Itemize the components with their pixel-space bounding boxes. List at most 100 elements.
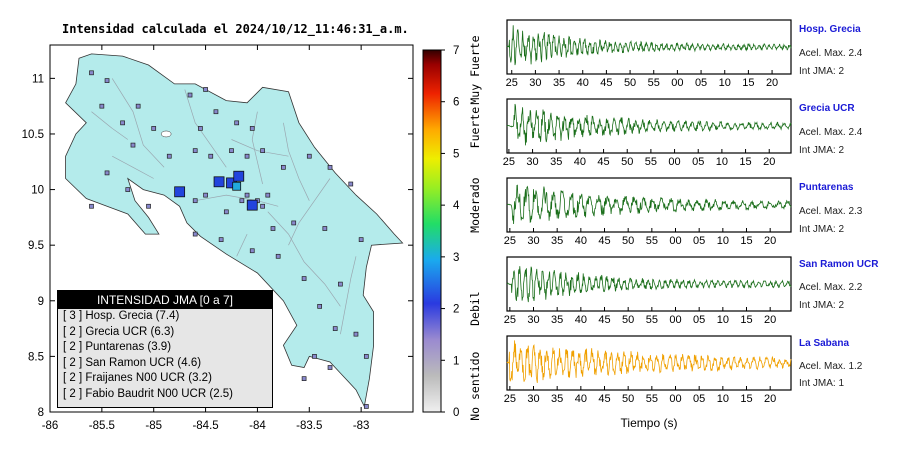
waveform-tick-label: 00 — [671, 77, 683, 89]
colorbar-category-label: Debil — [468, 291, 482, 326]
waveform-tick-label: 20 — [764, 314, 776, 326]
lat-tick-label: 9.5 — [28, 240, 44, 252]
station-marker — [244, 192, 250, 198]
waveform-tick-label: 25 — [504, 314, 516, 326]
colorbar-tick-label: 3 — [453, 252, 459, 264]
lake-arenal — [160, 130, 172, 138]
station-marker — [265, 192, 271, 198]
station-marker — [213, 109, 219, 115]
colorbar-tick-label: 7 — [453, 45, 459, 57]
waveform-tick-label: 55 — [645, 156, 657, 168]
station-max-accel: Acel. Max. 1.2 — [799, 361, 863, 372]
river — [236, 233, 248, 257]
legend-row: [ 2 ] Fraijanes N00 UCR (3.2) — [63, 372, 212, 384]
river — [251, 111, 263, 185]
river — [184, 89, 227, 168]
river — [91, 111, 129, 140]
river — [283, 122, 310, 201]
waveform-trace — [506, 25, 792, 66]
waveform-tick-label: 05 — [693, 393, 705, 405]
waveform-tick-label: 35 — [551, 393, 563, 405]
colorbar-tick-label: 1 — [453, 355, 459, 367]
waveform-tick-label: 15 — [739, 156, 751, 168]
station-marker — [327, 365, 333, 370]
waveform-tick-label: 15 — [740, 235, 752, 247]
station-marker — [232, 181, 242, 191]
station-name: La Sabana — [799, 338, 850, 349]
station-marker — [89, 70, 94, 76]
station-marker — [213, 176, 225, 188]
lat-tick-label: 8.5 — [28, 351, 44, 363]
waveform-frame — [506, 177, 792, 233]
waveform-x-axis-label: Tiempo (s) — [621, 416, 678, 430]
station-name: Hosp. Grecia — [799, 24, 861, 35]
waveform-tick-label: 50 — [622, 235, 634, 247]
station-marker — [338, 281, 343, 287]
legend-row: [ 2 ] Grecia UCR (6.3) — [63, 325, 175, 338]
waveform-tick-label: 40 — [575, 393, 587, 405]
legend-header: INTENSIDAD JMA [0 a 7] — [58, 291, 272, 309]
station-name: Puntarenas — [799, 182, 854, 193]
waveform-panel: 25 30 35 40 45 50 55 00 05 10 15 20 — [504, 177, 792, 247]
waveform-tick-label: 25 — [506, 77, 518, 89]
waveform-tick-label: 55 — [648, 77, 660, 89]
station-marker — [234, 120, 240, 126]
waveform-tick-label: 35 — [553, 77, 565, 89]
station-marker — [306, 153, 312, 159]
waveform-tick-label: 50 — [621, 156, 633, 168]
waveform-tick-label: 50 — [622, 314, 634, 326]
station-jma-int: Int JMA: 2 — [799, 300, 845, 311]
waveform-tick-label: 15 — [742, 77, 754, 89]
waveform-tick-label: 30 — [527, 235, 539, 247]
lon-tick-label: -84.5 — [192, 420, 218, 432]
legend-row: [ 3 ] Hosp. Grecia (7.4) — [63, 310, 180, 322]
waveform-tick-label: 30 — [527, 314, 539, 326]
river — [340, 256, 357, 335]
colorbar-tick-label: 4 — [453, 200, 460, 212]
waveform-trace — [506, 266, 792, 303]
waveform-panels: 25 30 35 40 45 50 55 00 05 10 15 20 25 30 35 40 45 50 55 00… — [503, 19, 792, 430]
colorbar-scale — [422, 49, 442, 413]
legend-row: [ 2 ] Puntarenas (3.9) — [63, 341, 172, 353]
colorbar: 0 1 2 3 4 5 6 7 No sentido Debil Moderado Fuerte Muy… — [422, 35, 482, 421]
waveform-tick-label: 05 — [693, 314, 705, 326]
waveform-tick-label: 15 — [740, 393, 752, 405]
waveform-panel: 25 30 35 40 45 50 55 00 05 10 15 20 — [504, 335, 792, 405]
station-marker — [223, 209, 229, 215]
station-marker — [358, 237, 364, 242]
waveform-tick-label: 35 — [551, 314, 563, 326]
waveform-tick-label: 40 — [577, 77, 589, 89]
waveform-tick-label: 45 — [598, 393, 610, 405]
station-marker — [192, 148, 198, 154]
waveform-tick-label: 05 — [693, 235, 705, 247]
colorbar-tick-label: 6 — [453, 97, 459, 109]
lat-tick-label: 10.5 — [22, 129, 44, 141]
waveform-trace — [506, 184, 792, 225]
station-marker — [192, 198, 198, 204]
waveform-tick-label: 00 — [668, 156, 680, 168]
waveform-tick-label: 20 — [766, 77, 778, 89]
waveform-tick-label: 30 — [527, 393, 539, 405]
lat-tick-label: 9 — [38, 296, 44, 308]
river — [267, 211, 341, 307]
waveform-tick-label: 45 — [597, 156, 609, 168]
intensity-legend: INTENSIDAD JMA [0 a 7] [ 3 ] Hosp. Greci… — [57, 290, 273, 408]
colorbar-category-label: Fuerte — [468, 107, 482, 149]
station-marker — [120, 120, 125, 126]
waveform-tick-label: 55 — [646, 235, 658, 247]
waveform-tick-label: 20 — [764, 235, 776, 247]
station-marker — [353, 331, 359, 337]
waveform-tick-label: 05 — [695, 77, 707, 89]
station-name: Grecia UCR — [799, 103, 855, 114]
waveform-tick-label: 25 — [504, 393, 516, 405]
waveform-tick-label: 45 — [598, 235, 610, 247]
station-marker — [229, 148, 234, 154]
station-marker — [317, 303, 323, 309]
station-marker — [260, 203, 265, 209]
waveform-tick-label: 45 — [600, 77, 612, 89]
station-marker — [260, 148, 265, 154]
station-max-accel: Acel. Max. 2.4 — [799, 127, 863, 138]
station-marker — [301, 276, 307, 281]
waveform-tick-label: 35 — [551, 235, 563, 247]
river — [231, 139, 289, 157]
